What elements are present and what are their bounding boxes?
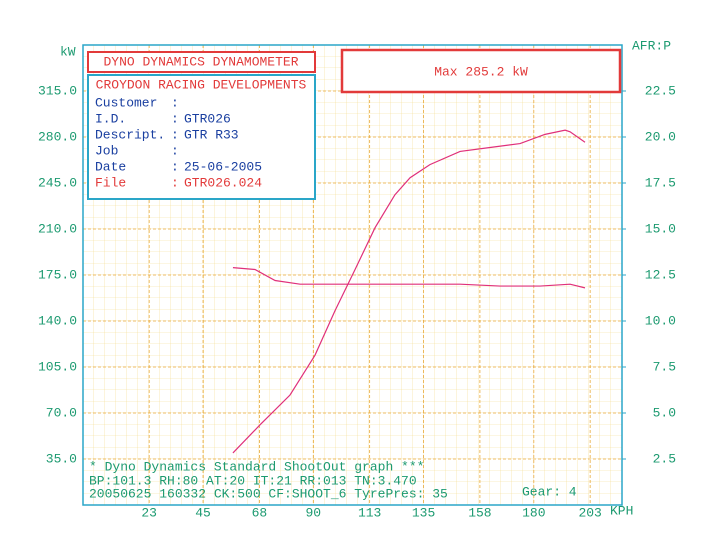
y-tick-label: 35.0 — [46, 451, 77, 466]
x-tick-label: 68 — [252, 505, 268, 520]
info-colon: : — [171, 127, 179, 142]
info-label: Customer — [95, 95, 157, 110]
y2-tick-label: 10.0 — [645, 313, 676, 328]
info-label: Job — [95, 143, 118, 158]
info-label: Descript. — [95, 127, 165, 142]
info-value: GTR R33 — [184, 127, 239, 142]
data-line — [232, 129, 586, 454]
y2-tick-label: 7.5 — [653, 359, 676, 374]
y-tick-label: 280.0 — [38, 129, 77, 144]
plot — [232, 129, 586, 454]
y-tick-label: 140.0 — [38, 313, 77, 328]
company: CROYDON RACING DEVELOPMENTS — [96, 77, 307, 92]
y-tick-label: 70.0 — [46, 405, 77, 420]
info-colon: : — [171, 95, 179, 110]
y-tick-label: 315.0 — [38, 83, 77, 98]
info-colon: : — [171, 143, 179, 158]
y2-tick-label: 12.5 — [645, 267, 676, 282]
gear: Gear: 4 — [522, 484, 577, 499]
x-axis-label: KPH — [610, 503, 633, 518]
info-panel: Customer: I.D.: GTR026 Descript.: GTR R33 Job… — [95, 95, 262, 190]
info-label: I.D. — [95, 111, 126, 126]
max-label: Max 285.2 kW — [434, 64, 528, 79]
y2-tick-label: 5.0 — [653, 405, 676, 420]
footer-line: 20050625 160332 CK:500 CF:SHOOT_6 TyrePr… — [89, 486, 448, 501]
info-value: GTR026.024 — [184, 175, 262, 190]
info-colon: : — [171, 111, 179, 126]
x-tick-label: 135 — [412, 505, 435, 520]
y-tick-label: 105.0 — [38, 359, 77, 374]
y2-tick-label: 2.5 — [653, 451, 676, 466]
x-tick-label: 45 — [195, 505, 211, 520]
info-value: GTR026 — [184, 111, 231, 126]
y2-tick-label: 20.0 — [645, 129, 676, 144]
info-label: Date — [95, 159, 126, 174]
info-colon: : — [171, 159, 179, 174]
header: DYNO DYNAMICS DYNAMOMETER — [103, 54, 298, 69]
x-tick-label: 90 — [305, 505, 321, 520]
data-line — [232, 267, 586, 289]
y2-axis-label: AFR:P — [632, 38, 671, 53]
y2-tick-label: 15.0 — [645, 221, 676, 236]
info-box — [87, 74, 316, 200]
info-value: 25-06-2005 — [184, 159, 262, 174]
info-label: File — [95, 175, 126, 190]
x-tick-label: 180 — [522, 505, 545, 520]
y2-tick-label: 22.5 — [645, 83, 676, 98]
x-tick-label: 203 — [578, 505, 601, 520]
y-axis-label: kW — [60, 44, 76, 59]
x-tick-label: 23 — [141, 505, 157, 520]
y2-tick-label: 17.5 — [645, 175, 676, 190]
footer-line: BP:101.3 RH:80 AT:20 IT:21 RR:013 TN:3.4… — [89, 473, 417, 488]
footer-line: * Dyno Dynamics Standard ShootOut graph … — [89, 459, 424, 474]
y-tick-label: 245.0 — [38, 175, 77, 190]
x-tick-label: 113 — [358, 505, 381, 520]
y-tick-label: 175.0 — [38, 267, 77, 282]
header-box — [87, 51, 316, 73]
x-tick-label: 158 — [468, 505, 491, 520]
y-tick-label: 210.0 — [38, 221, 77, 236]
info-colon: : — [171, 175, 179, 190]
max-box — [340, 48, 622, 94]
